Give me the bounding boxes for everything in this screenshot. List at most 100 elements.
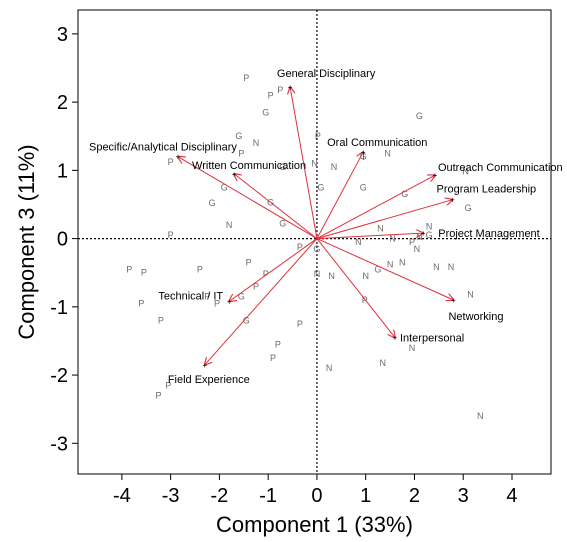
observation-point: N [355,237,362,247]
observation-point: P [155,391,161,401]
loading-labels: General Disciplinary Oral Communication Ou… [89,68,563,386]
x-tick-label: -1 [259,485,277,507]
observation-point: N [328,271,335,281]
loading-arrow [316,238,395,338]
observation-point: G [243,315,250,325]
observation-point: N [462,167,469,177]
loading-label: Networking [448,311,503,323]
observation-point: N [314,269,321,279]
observation-point: P [297,242,303,252]
observation-point: P [197,264,203,274]
observation-point: N [433,262,440,272]
loading-tip-marker: + [176,153,181,162]
y-tick-label: -1 [50,297,68,319]
observation-point: P [204,292,210,302]
observation-point: G [401,189,408,199]
loading-arrow [316,152,363,239]
observation-point: N [253,138,260,148]
observation-point: N [467,290,474,300]
x-tick-label: 3 [458,485,469,507]
observation-point: P [268,90,274,100]
y-tick-label: 0 [57,229,68,251]
observation-point: N [477,411,484,421]
observation-point: N [387,260,394,270]
observation-point: G [221,182,228,192]
loading-arrow [178,157,318,240]
x-axis-title: Component 1 (33%) [216,512,413,537]
observation-point: G [313,244,320,254]
x-tick-label: -3 [162,485,180,507]
loading-label: Outreach Communication [438,162,563,174]
observation-point: N [331,162,338,172]
observation-point: P [168,230,174,240]
x-tick-label: -4 [113,485,131,507]
x-tick-label: 2 [409,485,420,507]
axis-ticks: -4 -3 -2 -1 0 1 2 3 4 -3 -2 -1 0 1 2 3 [50,24,517,507]
loading-label: Specific/Analytical Disciplinary [89,142,237,154]
x-tick-label: 4 [506,485,517,507]
observation-point: P [214,298,220,308]
plot-frame [77,9,552,475]
observation-point: P [409,237,415,247]
observation-point: P [165,380,171,390]
loading-label: Written Communication [192,160,306,172]
observation-point: N [426,221,433,231]
observation-point: G [360,182,367,192]
y-tick-label: -2 [50,365,68,387]
loading-tip-marker: + [227,297,232,306]
observation-point: P [270,353,276,363]
loading-arrow [290,87,318,239]
observation-point: N [414,244,421,254]
loading-tip-marker: + [361,148,366,157]
loading-arrow [316,200,453,240]
loading-tip-marker: + [450,196,455,205]
observation-point: G [262,107,269,117]
observation-point: N [362,271,369,281]
loading-label: Field Experience [168,374,250,386]
loading-arrow [316,238,454,300]
loading-label: Technical / IT [158,290,223,302]
loading-tip-marker: + [288,83,293,92]
loading-arrow [229,238,318,302]
loading-tip-marker: + [393,334,398,343]
observation-point: G [426,230,433,240]
observation-point: G [416,111,423,121]
observation-point: P [138,298,144,308]
observation-labels: PPPGGNPGGGGGNPPPNGNGNGGGNGNNNPNNGNNGNNNN… [126,73,483,421]
loading-arrow [205,238,318,365]
observation-point: P [253,281,259,291]
y-tick-label: 1 [57,160,68,182]
observation-point: G [465,203,472,213]
observation-point: P [275,339,281,349]
observation-point: P [263,269,269,279]
loading-tip-marker: + [421,229,426,238]
x-tick-label: 1 [360,485,371,507]
observation-point: N [399,257,406,267]
loading-arrows: + + + + + + + + + + + [176,83,457,370]
loading-label: Program Leadership [436,184,536,196]
loading-tip-marker: + [451,296,456,305]
loading-arrow [316,233,423,240]
observation-point: P [141,268,147,278]
observation-point: G [374,264,381,274]
observation-point: P [243,73,249,83]
observation-point: G [317,182,324,192]
observation-point: N [409,343,416,353]
y-axis-title: Component 3 (11%) [14,144,39,339]
observation-point: N [389,234,396,244]
observation-point: N [377,223,384,233]
y-tick-label: 2 [57,92,68,114]
observation-point: N [380,358,387,368]
reference-lines [78,10,551,474]
loading-label: Oral Communication [327,137,427,149]
loading-tip-marker: + [232,170,237,179]
loading-arrow [316,175,435,240]
observation-point: G [279,219,286,229]
observation-point: P [238,148,244,158]
observation-point: N [226,220,233,230]
x-tick-label: -2 [211,485,229,507]
observation-point: P [277,85,283,95]
observation-point: P [126,264,132,274]
observation-point: N [311,159,318,169]
observation-point: G [209,198,216,208]
